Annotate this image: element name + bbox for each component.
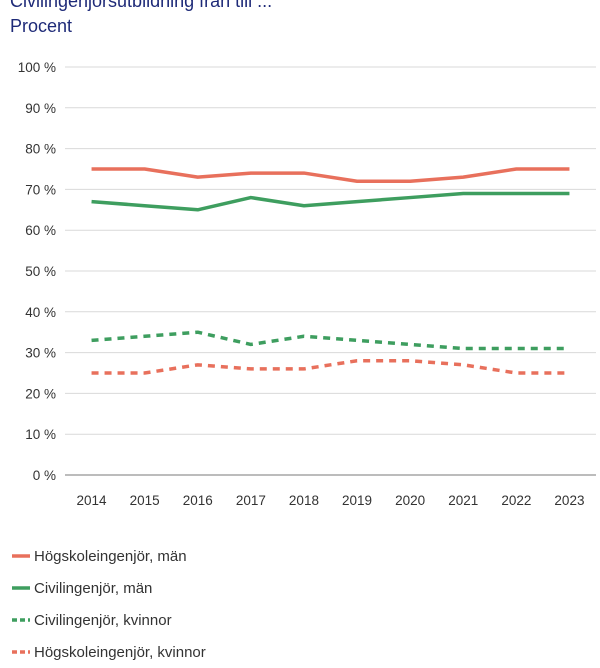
legend-item: Högskoleingenjör, män xyxy=(12,540,206,572)
legend-label: Högskoleingenjör, kvinnor xyxy=(34,643,206,661)
y-tick-label: 100 % xyxy=(18,60,56,75)
legend-swatch xyxy=(12,618,30,622)
y-tick-label: 50 % xyxy=(25,264,56,279)
legend-swatch xyxy=(12,586,30,590)
x-tick-label: 2022 xyxy=(501,493,531,508)
x-tick-label: 2015 xyxy=(130,493,160,508)
x-tick-label: 2021 xyxy=(448,493,478,508)
x-tick-label: 2016 xyxy=(183,493,213,508)
x-tick-labels: 2014 2015 2016 2017 2018 2019 2020 2021 2022 2023 xyxy=(77,493,585,508)
y-tick-label: 90 % xyxy=(25,101,56,116)
legend-item: Civilingenjör, män xyxy=(12,572,206,604)
chart-subtitle: Procent xyxy=(10,16,73,36)
x-tick-label: 2019 xyxy=(342,493,372,508)
y-tick-label: 0 % xyxy=(33,468,56,483)
legend-swatch xyxy=(12,554,30,558)
y-tick-labels: 0 % 10 % 20 % 30 % 40 % 50 % 60 % 70 % 80 % 90 % 1… xyxy=(18,60,56,483)
grid-lines xyxy=(65,66,596,476)
legend-label: Civilingenjör, män xyxy=(34,579,153,597)
y-tick-label: 10 % xyxy=(25,427,56,442)
legend-item: Högskoleingenjör, kvinnor xyxy=(12,636,206,668)
y-tick-label: 40 % xyxy=(25,305,56,320)
y-tick-label: 20 % xyxy=(25,386,56,401)
x-tick-label: 2020 xyxy=(395,493,425,508)
x-tick-label: 2023 xyxy=(554,493,584,508)
legend: Högskoleingenjör, män Civilingenjör, män C… xyxy=(12,540,206,668)
legend-label: Högskoleingenjör, män xyxy=(34,547,187,565)
series-line-3 xyxy=(91,359,570,375)
legend-label: Civilingenjör, kvinnor xyxy=(34,611,172,629)
series-lines xyxy=(91,167,570,375)
series-line-2 xyxy=(91,330,570,351)
legend-item: Civilingenjör, kvinnor xyxy=(12,604,206,636)
x-tick-label: 2018 xyxy=(289,493,319,508)
y-tick-label: 80 % xyxy=(25,142,56,157)
x-tick-label: 2014 xyxy=(77,493,108,508)
x-tick-label: 2017 xyxy=(236,493,266,508)
y-tick-label: 30 % xyxy=(25,346,56,361)
line-chart: 0 % 10 % 20 % 30 % 40 % 50 % 60 % 70 % 80 % 90 % 1… xyxy=(18,60,596,508)
legend-swatch xyxy=(12,650,30,654)
chart-header: Civilingenjörsutbildning från till ... P… xyxy=(10,0,272,37)
y-tick-label: 60 % xyxy=(25,223,56,238)
y-tick-label: 70 % xyxy=(25,182,56,197)
series-line-1 xyxy=(91,191,570,212)
chart-title: Civilingenjörsutbildning från till ... xyxy=(10,0,273,11)
series-line-0 xyxy=(91,167,570,183)
